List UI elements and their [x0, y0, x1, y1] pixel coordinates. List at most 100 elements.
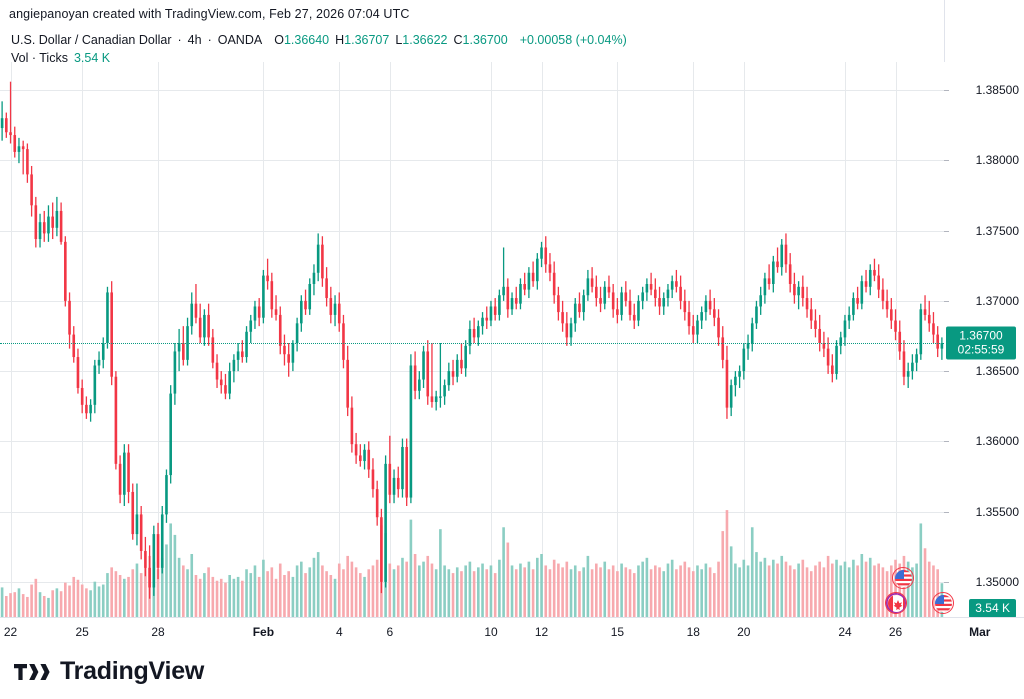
candle-body [822, 343, 826, 349]
candle-body [64, 241, 67, 301]
time-axis[interactable]: 22 25 28 Feb 4 6 10 12 15 18 20 24 26 Mar [0, 617, 1024, 645]
candle-body [691, 326, 695, 335]
volume-bar [536, 557, 539, 617]
candle-body [460, 359, 463, 369]
volume-bar [443, 565, 446, 617]
candle-body [434, 396, 438, 403]
volume-bar [291, 576, 295, 617]
candle-body [801, 286, 805, 299]
economic-event-ca-flag-icon-1[interactable] [885, 592, 907, 614]
chart-pane[interactable] [0, 62, 981, 617]
volume-bar [784, 561, 788, 617]
us-flag-glyph-2 [934, 594, 952, 612]
volume-bar [26, 596, 29, 617]
time-axis-tick-label: 28 [151, 625, 165, 639]
candle-body [367, 449, 371, 470]
candle-wick [275, 295, 277, 321]
time-axis-tick-label: 10 [484, 625, 498, 639]
volume-bar [17, 588, 21, 617]
volume-bar [489, 565, 493, 617]
candle-body [831, 365, 834, 374]
economic-event-us-flag-icon-1[interactable] [892, 567, 914, 589]
candle-body [919, 309, 923, 355]
price-axis-tick-label: 1.35500 [975, 504, 1019, 519]
volume-bar [308, 567, 312, 617]
volume-bar [586, 555, 590, 617]
volume-bar [818, 561, 821, 617]
volume-bar [776, 563, 779, 617]
candle-body [767, 278, 771, 284]
volume-value-badge[interactable]: 3.54 K [969, 599, 1016, 618]
volume-bar [603, 561, 607, 617]
volume-bar [228, 575, 231, 617]
price-axis[interactable]: 1.38500 1.38000 1.37500 1.37000 1.36500 1.360… [944, 62, 1024, 618]
candle-body [401, 446, 404, 490]
volume-bar [287, 571, 290, 617]
candle-body [784, 244, 788, 265]
volume-bar [708, 567, 712, 617]
candle-body [658, 298, 661, 307]
candle-body [481, 317, 484, 327]
candle-body [864, 281, 868, 287]
volume-bar [898, 563, 902, 617]
candle-body [738, 371, 741, 377]
legend-symbol-row: U.S. Dollar / Canadian Dollar · 4h · OANDA O1… [11, 32, 627, 48]
gridline-v-2 [158, 62, 159, 617]
candle-body [578, 303, 581, 313]
bar-countdown-timer: 02:55:59 [957, 342, 1005, 357]
time-axis-tick-label: 18 [686, 625, 700, 639]
economic-event-us-flag-icon-2[interactable] [932, 592, 954, 614]
legend-interval[interactable]: 4h [187, 33, 202, 47]
volume-bar [906, 561, 910, 617]
candle-body [451, 371, 455, 377]
volume-bar [405, 561, 408, 617]
candle-wick [439, 343, 442, 408]
candle-body [620, 292, 623, 315]
candle-body [329, 298, 333, 315]
legend-symbol-name[interactable]: U.S. Dollar / Canadian Dollar [11, 33, 172, 47]
volume-bar [704, 563, 708, 617]
candle-body [611, 292, 615, 310]
volume-bar [670, 559, 674, 617]
current-price-label[interactable]: 1.36700 02:55:59 [946, 326, 1016, 360]
candle-wick [486, 306, 488, 329]
tradingview-logo[interactable]: TradingView [14, 657, 204, 686]
legend-high-key: H [335, 33, 345, 47]
volume-bar [485, 569, 489, 617]
candle-body [17, 146, 21, 152]
candle-body [409, 365, 413, 498]
candle-body [388, 463, 392, 495]
candle-body [885, 300, 889, 310]
candle-wick [9, 81, 12, 144]
volume-bar [864, 561, 868, 617]
volume-bar [97, 586, 101, 617]
candle-body [346, 359, 349, 408]
gridline-v-1 [82, 62, 84, 617]
volume-bar [333, 578, 337, 617]
volume-bar [460, 571, 463, 617]
candle-body [654, 289, 657, 299]
volume-bar [342, 569, 345, 617]
candle-body [742, 348, 746, 372]
volume-bar [527, 561, 531, 617]
candle-body [898, 331, 902, 352]
volume-bar [418, 565, 421, 617]
candle-body [493, 306, 497, 315]
candle-body [34, 205, 38, 240]
volume-bar [514, 569, 518, 617]
candle-body [797, 286, 800, 296]
candle-wick [22, 140, 24, 175]
volume-bar [173, 534, 177, 617]
volume-bar [826, 555, 830, 617]
volume-bar [59, 591, 63, 617]
gridline-v-6 [491, 62, 492, 617]
volume-bar [679, 565, 682, 617]
candle-body [405, 446, 408, 498]
time-axis-tick-label: 15 [610, 625, 625, 639]
candle-body [350, 407, 354, 445]
volume-bar [750, 527, 754, 617]
time-axis-tick-label: 26 [888, 625, 903, 639]
legend-volume-label[interactable]: Vol · Ticks [11, 51, 68, 65]
legend-close-key: C [453, 33, 463, 47]
